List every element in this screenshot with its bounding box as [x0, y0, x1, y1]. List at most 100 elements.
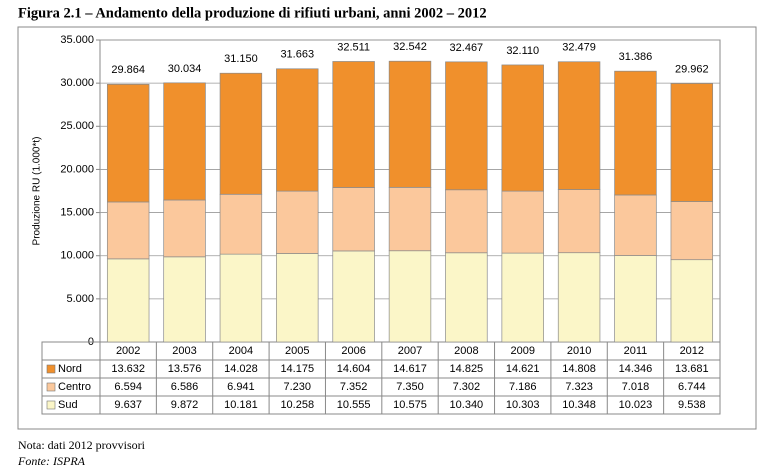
table-cell: 9.872	[171, 399, 199, 411]
table-cell: 6.941	[227, 381, 255, 393]
bar-segment	[557, 61, 601, 190]
table-header: 2005	[285, 345, 309, 357]
total-label: 31.663	[280, 49, 314, 61]
figure-title: Figura 2.1 – Andamento della produzione …	[18, 5, 487, 21]
table-cell: 9.637	[114, 399, 142, 411]
bar-segment	[501, 64, 544, 192]
legend-label: Centro	[58, 381, 91, 393]
table-cell: 6.594	[114, 381, 142, 393]
bar-segment	[445, 189, 488, 254]
table-cell: 7.018	[622, 381, 650, 393]
bar-segment	[501, 252, 544, 343]
table-header: 2011	[624, 345, 648, 357]
bar-segment	[106, 258, 150, 343]
table-header: 2006	[341, 345, 365, 357]
legend-swatch	[46, 400, 56, 410]
table-header: 2002	[116, 345, 140, 357]
legend-label: Nord	[58, 363, 82, 375]
bar-segment	[276, 190, 319, 254]
total-label: 32.110	[506, 45, 539, 57]
table-cell: 14.825	[450, 363, 484, 375]
table-cell: 14.028	[224, 363, 258, 375]
bar-segment	[106, 201, 150, 260]
bar-segment	[670, 83, 714, 202]
total-label: 32.511	[337, 41, 370, 53]
table-cell: 14.175	[280, 363, 314, 375]
table-header: 2010	[567, 345, 591, 357]
bar-segment	[163, 256, 206, 343]
y-tick-label: 30.000	[60, 77, 94, 89]
total-label: 32.479	[562, 42, 596, 54]
bar-segment	[332, 250, 375, 343]
total-label: 29.962	[675, 63, 709, 75]
legend-swatch	[46, 382, 56, 392]
bar-segment	[163, 82, 206, 201]
chart-frame	[17, 26, 757, 430]
table-cell: 10.575	[393, 399, 427, 411]
table-cell: 7.186	[509, 381, 537, 393]
table-cell: 10.555	[337, 399, 371, 411]
total-label: 32.467	[450, 42, 484, 54]
table-header: 2004	[229, 345, 253, 357]
bar-segment	[670, 201, 714, 261]
table-cell: 9.538	[678, 399, 706, 411]
total-label: 30.034	[168, 63, 202, 75]
table-header: 2007	[398, 345, 422, 357]
table-cell: 13.681	[675, 363, 709, 375]
table-cell: 10.348	[562, 399, 596, 411]
bar-segment	[614, 194, 657, 256]
table-cell: 14.617	[393, 363, 427, 375]
table-cell: 14.808	[562, 363, 596, 375]
table-cell: 10.181	[224, 399, 258, 411]
total-label: 31.386	[619, 51, 653, 63]
table-header: 2008	[454, 345, 478, 357]
y-tick-label: 5.000	[66, 293, 94, 305]
bar-segment	[388, 60, 432, 188]
table-header: 2012	[680, 345, 704, 357]
table-cell: 10.023	[619, 399, 653, 411]
bar-segment	[614, 70, 657, 196]
bar-segment	[276, 68, 319, 192]
bar-segment	[332, 187, 375, 252]
y-tick-label: 35.000	[60, 34, 94, 46]
bar-segment	[557, 189, 601, 254]
bar-segment	[163, 199, 206, 258]
table-cell: 13.576	[168, 363, 202, 375]
bar-segment	[106, 83, 150, 203]
bar-segment	[445, 252, 488, 343]
table-cell: 6.586	[171, 381, 199, 393]
bar-segment	[388, 186, 432, 252]
y-tick-label: 20.000	[60, 163, 94, 175]
table-header: 2009	[510, 345, 534, 357]
legend-swatch	[46, 364, 56, 374]
note: Nota: dati 2012 provvisori	[18, 438, 146, 452]
table-cell: 7.352	[340, 381, 368, 393]
table-cell: 6.744	[678, 381, 706, 393]
bar-segment	[219, 193, 263, 255]
total-label: 31.150	[224, 53, 258, 65]
table-header: 2003	[172, 345, 196, 357]
source: Fonte: ISPRA	[17, 454, 86, 468]
y-tick-label: 15.000	[60, 206, 94, 218]
table-cell: 13.632	[111, 363, 145, 375]
bar-segment	[276, 253, 319, 343]
y-tick-label: 25.000	[60, 120, 94, 132]
table-cell: 10.258	[280, 399, 314, 411]
bar-segment	[219, 253, 263, 343]
table-cell: 14.346	[619, 363, 653, 375]
bar-segment	[388, 250, 432, 343]
table-cell: 7.302	[453, 381, 481, 393]
bar-segment	[219, 72, 263, 195]
bar-segment	[557, 252, 601, 343]
table-cell: 7.323	[565, 381, 593, 393]
table-cell: 7.350	[396, 381, 424, 393]
y-tick-label: 10.000	[60, 250, 94, 262]
bar-segment	[501, 190, 544, 254]
bar-segment	[614, 255, 657, 343]
table-cell: 14.604	[337, 363, 371, 375]
total-label: 32.542	[393, 41, 427, 53]
total-label: 29.864	[111, 64, 145, 76]
bar-segment	[670, 259, 714, 343]
bar-segment	[332, 61, 375, 188]
